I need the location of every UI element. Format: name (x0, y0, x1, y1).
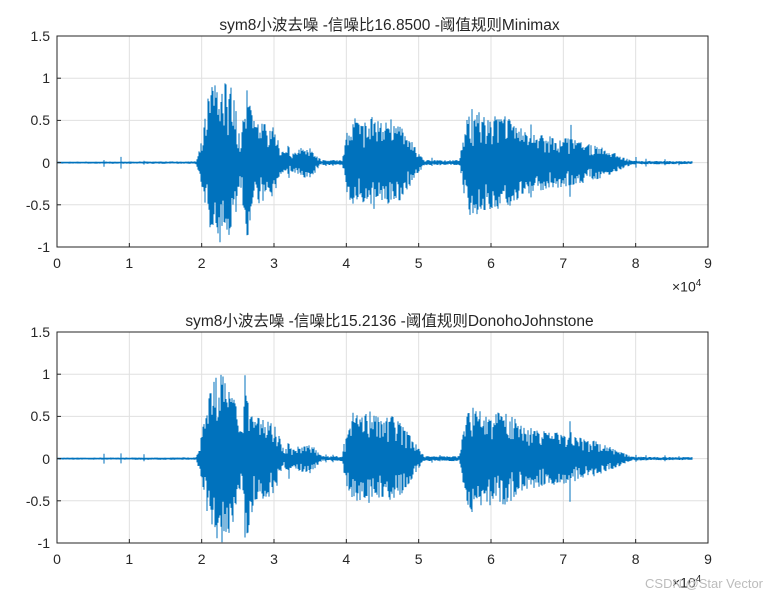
y-tick-label: 1.5 (30, 324, 50, 340)
y-tick-label: -1 (37, 239, 50, 255)
subplot-1-axes (56, 35, 709, 248)
x-tick-label: 7 (559, 551, 568, 567)
x-tick-label: 5 (414, 551, 423, 567)
y-tick-label: -0.5 (25, 492, 50, 509)
y-tick-label: 0.5 (30, 112, 50, 129)
subplot-1-title: sym8小波去噪 -信噪比16.8500 -阈值规则Minimax (219, 17, 560, 34)
waveform-line (56, 83, 693, 243)
y-tick-label: 1 (42, 70, 50, 87)
x-tick-label: 9 (704, 551, 712, 567)
axes-frame (56, 331, 709, 544)
x-tick-label: 4 (342, 255, 351, 271)
x-tick-label: 2 (197, 551, 206, 567)
y-tick-label: 0 (42, 154, 50, 171)
x-tick-label: 8 (631, 551, 640, 567)
y-tick-label: 0 (42, 450, 50, 467)
x-tick-label: 0 (53, 551, 61, 567)
x-tick-label: 6 (487, 255, 495, 271)
subplot-2-x-axis-multiplier: ×104 (672, 574, 702, 591)
y-tick-label: -1 (37, 535, 50, 551)
y-tick-label: -0.5 (25, 196, 50, 213)
x-tick-label: 4 (342, 551, 351, 567)
x-tick-label: 2 (197, 255, 206, 271)
x-tick-label: 1 (125, 551, 134, 567)
x-tick-label: 3 (270, 255, 278, 271)
subplot-2-axes (56, 331, 709, 544)
x-tick-label: 7 (559, 255, 568, 271)
y-tick-label: 1 (42, 366, 50, 383)
x-tick-label: 1 (125, 255, 134, 271)
subplot-2-title: sym8小波去噪 -信噪比15.2136 -阈值规则DonohoJohnston… (185, 313, 594, 330)
axes-frame (56, 35, 709, 248)
x-tick-label: 8 (631, 255, 640, 271)
x-tick-label: 0 (53, 255, 61, 271)
subplot-1-x-axis-multiplier: ×104 (672, 278, 702, 295)
y-tick-label: 1.5 (30, 28, 50, 44)
x-tick-label: 9 (704, 255, 712, 271)
x-tick-label: 6 (487, 551, 495, 567)
waveform-line (56, 374, 693, 543)
y-tick-label: 0.5 (30, 408, 50, 425)
watermark: CSDN @Star Vector (645, 576, 763, 591)
x-tick-label: 3 (270, 551, 278, 567)
x-tick-label: 5 (414, 255, 423, 271)
